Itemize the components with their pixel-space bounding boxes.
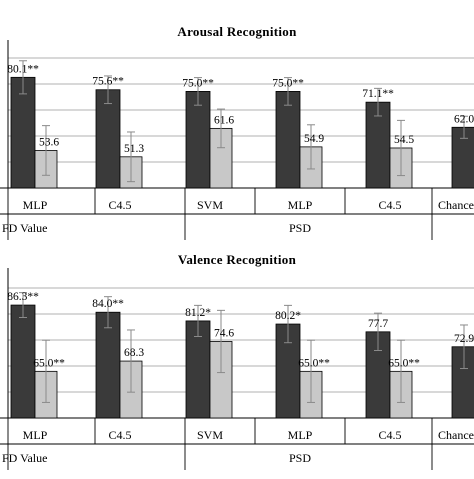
data-label: 75.0** — [272, 77, 304, 89]
bar — [365, 101, 391, 189]
data-label: 53.6 — [39, 136, 59, 148]
chart-title: Arousal Recognition — [177, 24, 297, 39]
data-label: 68.3 — [124, 347, 144, 359]
data-label: 61.6 — [214, 114, 234, 126]
bar — [451, 346, 474, 419]
group-label: PSD — [289, 221, 311, 235]
bar — [185, 91, 211, 189]
chart-title: Valence Recognition — [178, 252, 297, 267]
tick-label: MLP — [23, 198, 48, 212]
data-label: 65.0** — [33, 357, 65, 369]
tick-label: MLP — [288, 428, 313, 442]
tick-label: MLP — [23, 428, 48, 442]
tick-label: C4.5 — [108, 428, 131, 442]
group-label: FD Value — [2, 451, 47, 465]
data-label: 80.2* — [275, 310, 301, 322]
data-label: 72.9 — [454, 333, 474, 345]
data-label: 65.0** — [388, 357, 420, 369]
data-label: 86.3** — [7, 291, 39, 303]
tick-label: Chance — [438, 198, 474, 212]
tick-label: C4.5 — [378, 428, 401, 442]
data-label: 74.6 — [214, 327, 234, 339]
bar — [10, 304, 36, 419]
data-label: 54.5 — [394, 134, 414, 146]
bar — [95, 89, 121, 189]
bar — [10, 76, 36, 189]
tick-label: Chance — [438, 428, 474, 442]
data-label: 77.7 — [368, 318, 388, 330]
data-label: 51.3 — [124, 143, 144, 155]
tick-label: MLP — [288, 198, 313, 212]
data-label: 71.1** — [362, 88, 394, 100]
chart-panel: Arousal Recognition MLP C4.5 SVM MLP C4.5 Chan… — [0, 24, 474, 240]
data-label: 62.0 — [454, 113, 474, 125]
data-label: 80.1** — [7, 63, 39, 75]
data-label: 65.0** — [298, 357, 330, 369]
tick-label: C4.5 — [378, 198, 401, 212]
tick-label: SVM — [197, 198, 223, 212]
data-label: 75.6** — [92, 76, 124, 88]
bar — [95, 311, 121, 419]
tick-label: SVM — [197, 428, 223, 442]
bar — [451, 126, 474, 189]
data-label: 54.9 — [304, 133, 324, 145]
tick-label: C4.5 — [108, 198, 131, 212]
data-label: 84.0** — [92, 298, 124, 310]
group-label: PSD — [289, 451, 311, 465]
data-label: 81.2* — [185, 307, 211, 319]
group-label: FD Value — [2, 221, 47, 235]
bar — [275, 91, 301, 189]
chart-panel: Valence Recognition MLP C4.5 SVM MLP C4.5 Chan… — [0, 252, 474, 470]
data-label: 75.0** — [182, 77, 214, 89]
